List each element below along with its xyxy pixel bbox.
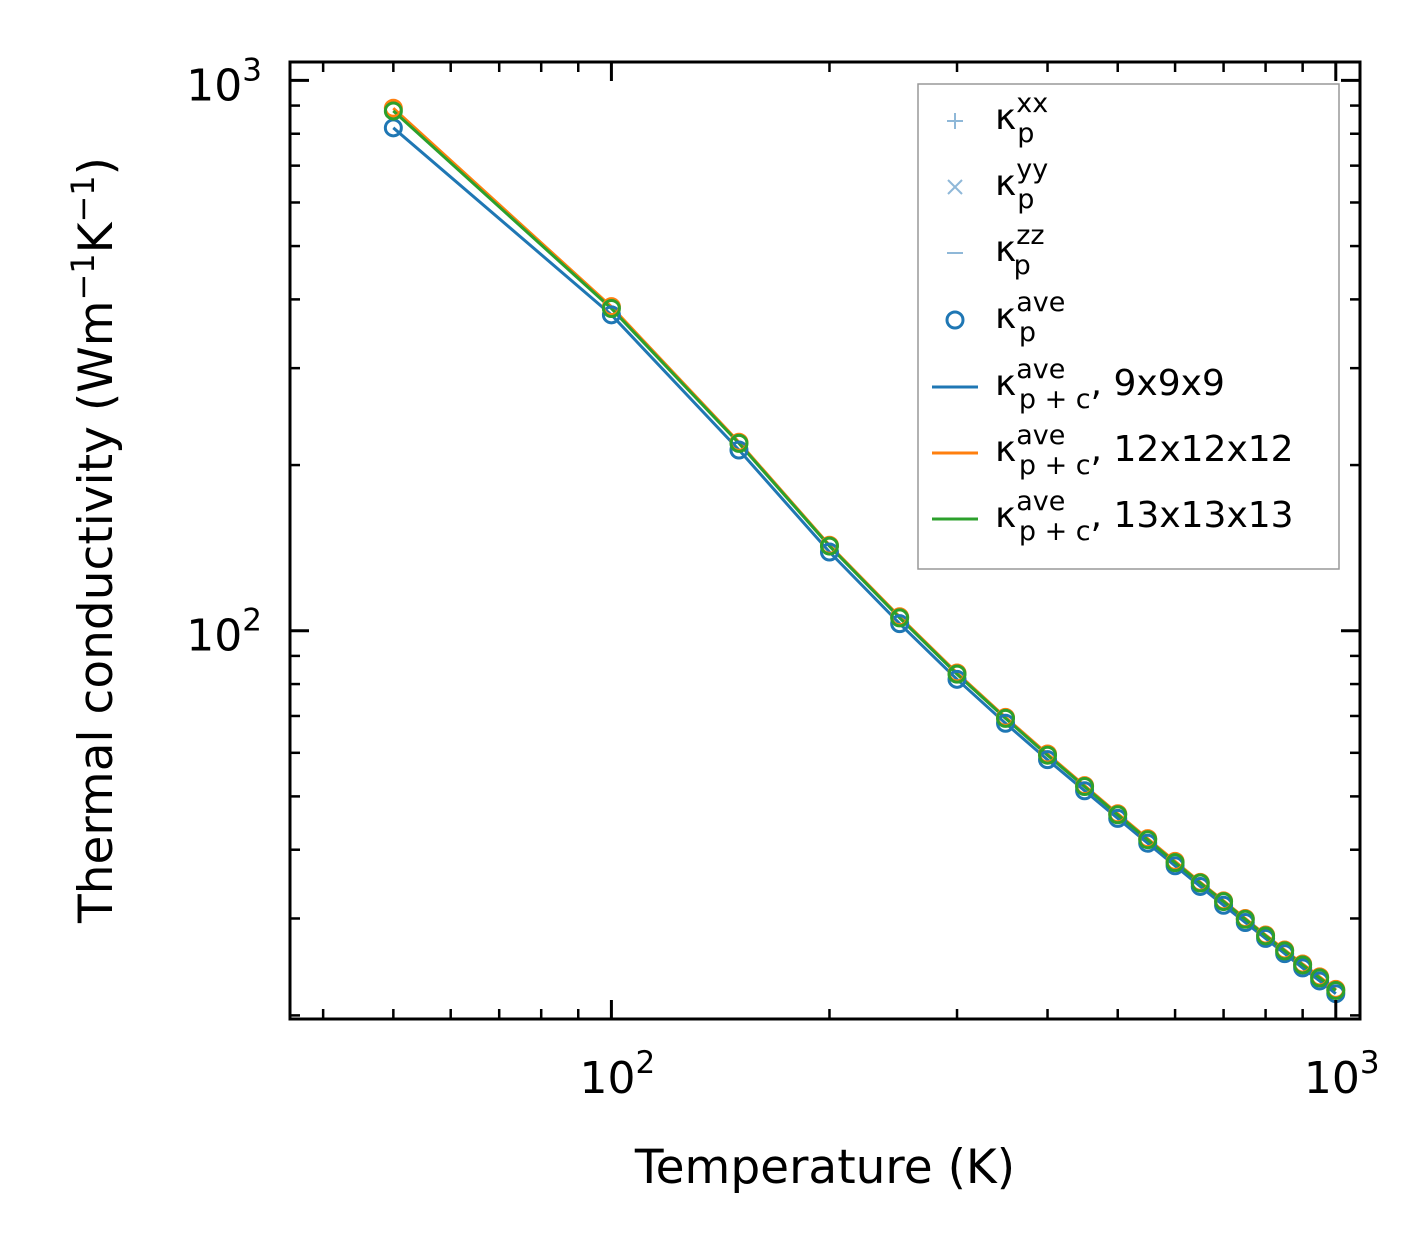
legend-entry: κyy p xyxy=(947,154,1048,215)
y-tick-label-exponent: 2 xyxy=(242,603,262,639)
legend-superscript: ave xyxy=(1016,486,1065,517)
data-point-9x9x9 xyxy=(947,669,967,689)
x-axis-label: Temperature (K) xyxy=(634,1140,1015,1195)
data-point-13x13x13 xyxy=(601,299,621,319)
data-point-13x13x13 xyxy=(1214,892,1234,912)
y-tick-label-exponent: 3 xyxy=(242,52,262,88)
data-point-13x13x13 xyxy=(1165,853,1185,873)
x-tick-label-exponent: 2 xyxy=(636,1045,656,1081)
data-point-13x13x13 xyxy=(1256,926,1276,946)
y-axis-label-exp-1: −1 xyxy=(64,253,102,300)
data-point-13x13x13 xyxy=(1275,941,1295,961)
data-point-13x13x13 xyxy=(383,101,403,121)
y-tick-label: 102 xyxy=(186,603,262,662)
data-point-13x13x13 xyxy=(1326,980,1346,1000)
x-tick-label-base: 10 xyxy=(1304,1053,1360,1104)
legend-box xyxy=(917,83,1340,570)
data-point-13x13x13 xyxy=(1075,777,1095,797)
data-point-9x9x9 xyxy=(601,305,621,325)
legend-subscript: p xyxy=(1019,317,1036,348)
ticks-layer xyxy=(290,62,1360,1019)
data-point-13x13x13 xyxy=(1138,830,1158,850)
data-point-13x13x13 xyxy=(1293,955,1313,975)
legend-entry: κzz p xyxy=(947,220,1045,281)
y-axis-label-exp-2: −1 xyxy=(64,175,102,222)
cross-marker-icon xyxy=(947,179,963,195)
legend-symbol: κ xyxy=(995,296,1016,337)
legend-superscript: ave xyxy=(1016,420,1065,451)
data-point-13x13x13 xyxy=(1108,805,1128,825)
data-point-13x13x13 xyxy=(947,664,967,684)
legend-symbol: κ xyxy=(995,97,1016,138)
plot-frame xyxy=(288,60,1362,1021)
data-point-9x9x9 xyxy=(729,440,749,460)
legend-label: κxx p xyxy=(995,88,1048,149)
data-point-13x13x13 xyxy=(996,708,1016,728)
data-point-13x13x13 xyxy=(729,433,749,453)
series-line-13x13x13 xyxy=(392,109,1337,992)
x-tick-label-exponent: 3 xyxy=(1360,1045,1380,1081)
legend-superscript: ave xyxy=(1016,354,1065,385)
legend-superscript: zz xyxy=(1016,220,1044,251)
legend-label: κave p + c, 9x9x9 xyxy=(995,354,1225,415)
legend-suffix: , 9x9x9 xyxy=(1091,363,1225,404)
legend-entry: κave p xyxy=(945,287,1065,348)
legend-subscript: p xyxy=(1017,118,1034,149)
y-tick-label-base: 10 xyxy=(186,60,242,111)
legend-symbol: κ xyxy=(995,429,1016,470)
legend-label: κzz p xyxy=(995,220,1045,281)
data-point-13x13x13 xyxy=(890,608,910,628)
x-tick-label: 102 xyxy=(580,1045,656,1104)
legend-symbol: κ xyxy=(995,363,1016,404)
data-point-13x13x13 xyxy=(1235,909,1255,929)
legend-subscript: p xyxy=(1017,184,1034,215)
y-axis-label: Thermal conductivity (Wm−1K−1) xyxy=(64,157,124,924)
data-point-13x13x13 xyxy=(1310,968,1330,988)
legend-subscript: p + c xyxy=(1019,450,1091,481)
legend-subscript: p + c xyxy=(1019,384,1091,415)
data-point-13x13x13 xyxy=(1038,745,1058,765)
series-line-9x9x9 xyxy=(392,126,1337,995)
legend-label: κave p + c, 12x12x12 xyxy=(995,420,1294,481)
legend-entry: κave p + c, 13x13x13 xyxy=(932,486,1294,547)
legend-suffix: , 13x13x13 xyxy=(1091,495,1294,536)
legend-superscript: yy xyxy=(1016,154,1048,185)
data-point-13x13x13 xyxy=(1190,873,1210,893)
legend-entry: κxx p xyxy=(947,88,1048,149)
y-axis-label-main: Thermal conductivity (Wm xyxy=(69,301,124,924)
x-tick-label-base: 10 xyxy=(580,1053,636,1104)
legend-entry: κave p + c, 12x12x12 xyxy=(932,420,1294,481)
legend-suffix: , 12x12x12 xyxy=(1091,429,1294,470)
legend-superscript: ave xyxy=(1016,287,1065,318)
legend-superscript: xx xyxy=(1016,88,1048,119)
legend-symbol: κ xyxy=(995,229,1016,270)
legend-symbol: κ xyxy=(995,495,1016,536)
legend-symbol: κ xyxy=(995,163,1016,204)
y-axis-label-k: K xyxy=(69,221,124,253)
data-point-9x9x9 xyxy=(890,614,910,634)
data-point-13x13x13 xyxy=(819,536,839,556)
y-axis-label-close: ) xyxy=(69,157,124,175)
legend-label: κyy p xyxy=(995,154,1048,215)
legend-entry: κave p + c, 9x9x9 xyxy=(932,354,1225,415)
legend-subscript: p + c xyxy=(1019,516,1091,547)
circle-marker-icon xyxy=(945,310,965,330)
y-tick-label-base: 10 xyxy=(186,611,242,662)
legend-label: κave p xyxy=(995,287,1065,348)
series-layer xyxy=(383,98,1346,1004)
legend-label: κave p + c, 13x13x13 xyxy=(995,486,1294,547)
data-point-9x9x9 xyxy=(819,542,839,562)
legend-subscript: p xyxy=(1014,250,1031,281)
x-tick-label: 103 xyxy=(1304,1045,1380,1104)
y-tick-label: 103 xyxy=(186,52,262,111)
